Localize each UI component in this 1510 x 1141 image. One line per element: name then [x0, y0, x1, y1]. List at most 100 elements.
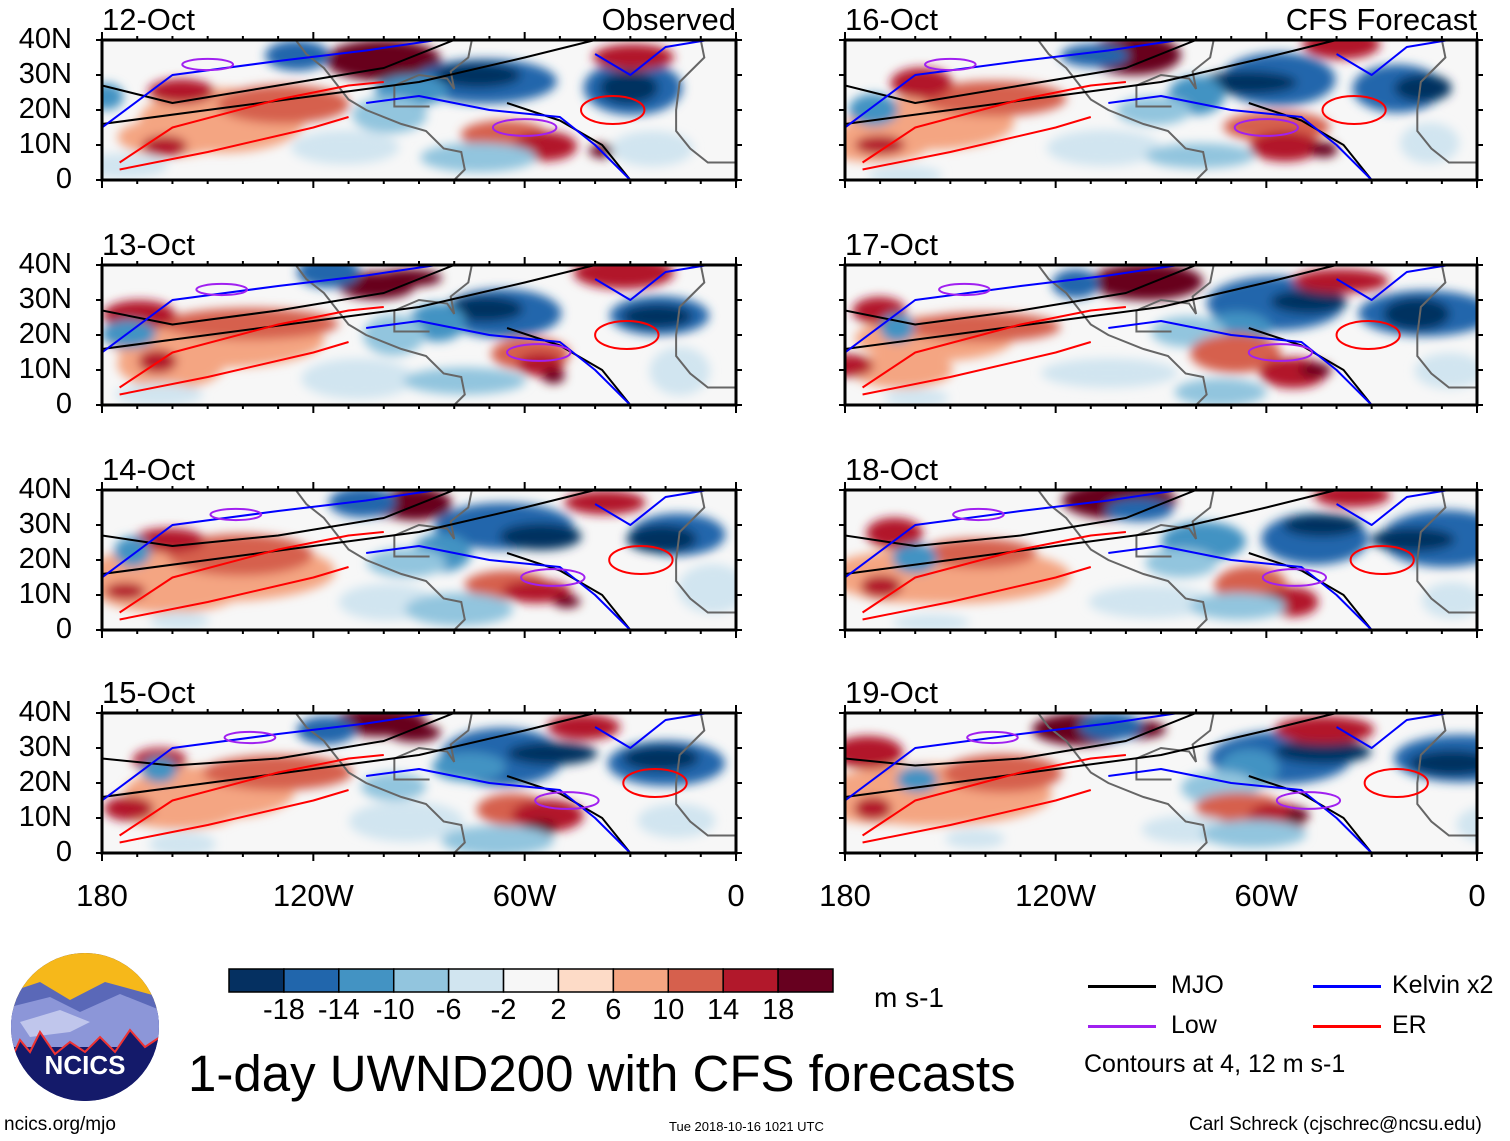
colorbar-swatch — [557, 968, 615, 993]
wind-anomaly-blob — [854, 135, 905, 155]
mjo-contour — [102, 713, 596, 798]
coastline — [675, 490, 736, 614]
er-contour — [119, 81, 384, 164]
cfs-forecast-label: CFS Forecast — [1285, 2, 1477, 37]
wind-anomaly-blob — [1394, 74, 1452, 103]
logo-text: NCICS — [45, 1050, 126, 1080]
colorbar-tick-label: 10 — [652, 994, 685, 1026]
coastline — [294, 713, 466, 853]
wind-anomaly-blob — [104, 796, 154, 821]
y-tick-label: 20N — [18, 318, 72, 350]
wind-anomaly-blob — [890, 67, 953, 99]
er-contour — [608, 545, 674, 575]
map-panel-16-Oct — [839, 32, 1483, 188]
colorbar-swatch — [447, 968, 505, 993]
wind-anomaly-blob — [301, 358, 415, 400]
wind-anomaly-blob — [649, 346, 711, 396]
footer-author: Carl Schreck (cjschrec@ncsu.edu) — [1189, 1114, 1482, 1135]
wind-anomaly-blob — [405, 592, 513, 626]
low-contour — [924, 57, 977, 72]
coastline — [1037, 490, 1208, 630]
colorbar-tick-label: -18 — [262, 994, 305, 1026]
y-tick-label: 10N — [18, 128, 72, 160]
wind-anomaly-blob — [892, 614, 970, 630]
colorbar-swatch — [392, 968, 450, 993]
low-contour — [195, 282, 249, 297]
wind-anomaly-blob — [388, 723, 441, 743]
kelvin-contour — [594, 490, 708, 526]
coastline — [1416, 490, 1477, 614]
panel-date-title: 13-Oct — [102, 227, 196, 262]
wind-anomaly-blob — [1189, 592, 1286, 620]
low-contour — [209, 507, 263, 522]
wind-anomaly-blob — [1145, 548, 1218, 578]
x-tick-label: 60W — [492, 878, 557, 913]
kelvin-contour — [366, 545, 632, 630]
mjo-contour — [102, 265, 596, 350]
wind-anomaly-blob — [1190, 333, 1282, 373]
footer-site[interactable]: ncics.org/mjo — [4, 1114, 116, 1135]
colorbar-tick-label: 6 — [605, 994, 622, 1026]
kelvin-contour — [1336, 713, 1450, 749]
wind-anomaly-blob — [141, 135, 188, 157]
y-tick-label: 0 — [55, 613, 72, 645]
er-contour — [119, 531, 384, 614]
colorbar-swatch — [283, 968, 340, 993]
kelvin-contour — [845, 713, 1179, 802]
coastline — [1135, 40, 1215, 108]
map-panel-19-Oct — [839, 705, 1483, 861]
low-contour — [506, 343, 572, 362]
wind-anomaly-blob — [564, 490, 646, 515]
low-contour — [1247, 343, 1313, 362]
coastline — [675, 40, 736, 164]
wind-anomaly-blob — [921, 80, 1067, 117]
wind-anomaly-blob — [296, 716, 356, 745]
panel-date-title: 17-Oct — [845, 227, 939, 262]
wind-anomaly-blob — [1285, 807, 1309, 824]
x-tick-label: 180 — [76, 878, 128, 913]
low-contour — [181, 57, 235, 72]
mjo-contour — [845, 490, 1337, 575]
x-tick-label: 0 — [727, 878, 745, 913]
wind-anomaly-blob — [1119, 279, 1168, 300]
wind-anomaly-blob — [867, 165, 943, 180]
y-tick-label: 20N — [18, 93, 72, 125]
map-panel-17-Oct — [839, 257, 1483, 413]
wind-anomaly-blob — [445, 296, 524, 322]
map-panel-15-Oct — [96, 705, 742, 861]
legend-line-mjo — [1088, 985, 1156, 988]
wind-anomaly-blob — [432, 752, 506, 782]
wind-anomaly-blob — [1299, 362, 1332, 378]
kelvin-contour — [366, 320, 632, 405]
map-panel-18-Oct — [839, 482, 1483, 638]
coastline — [1135, 265, 1215, 333]
kelvin-contour — [1108, 545, 1373, 630]
wind-anomaly-blob — [1046, 129, 1162, 166]
colorbar-swatch — [722, 968, 779, 993]
er-contour — [1335, 320, 1401, 350]
panel-date-title: 15-Oct — [102, 675, 196, 710]
wind-anomaly-blob — [1145, 143, 1255, 169]
y-tick-label: 40N — [18, 23, 72, 55]
legend-line-low — [1088, 1025, 1156, 1028]
colorbar-swatch — [612, 968, 670, 993]
y-tick-label: 30N — [18, 508, 72, 540]
wind-anomaly-blob — [162, 308, 339, 340]
mjo-contour — [102, 713, 455, 767]
coastline — [393, 40, 473, 108]
coastline — [393, 265, 473, 333]
wind-anomaly-blob — [434, 62, 522, 88]
low-contour — [966, 730, 1019, 745]
y-tick-label: 40N — [18, 473, 72, 505]
er-contour — [119, 306, 384, 389]
coastline — [393, 713, 473, 781]
wind-anomaly-blob — [860, 575, 902, 598]
wind-anomaly-blob — [102, 153, 168, 179]
wind-anomaly-blob — [114, 383, 204, 405]
coastline — [1037, 713, 1208, 853]
wind-anomaly-blob — [1274, 739, 1372, 764]
y-tick-label: 30N — [18, 283, 72, 315]
er-contour — [119, 789, 349, 844]
wind-anomaly-blob — [622, 745, 700, 771]
ncics-logo: NCICS — [11, 953, 159, 1101]
